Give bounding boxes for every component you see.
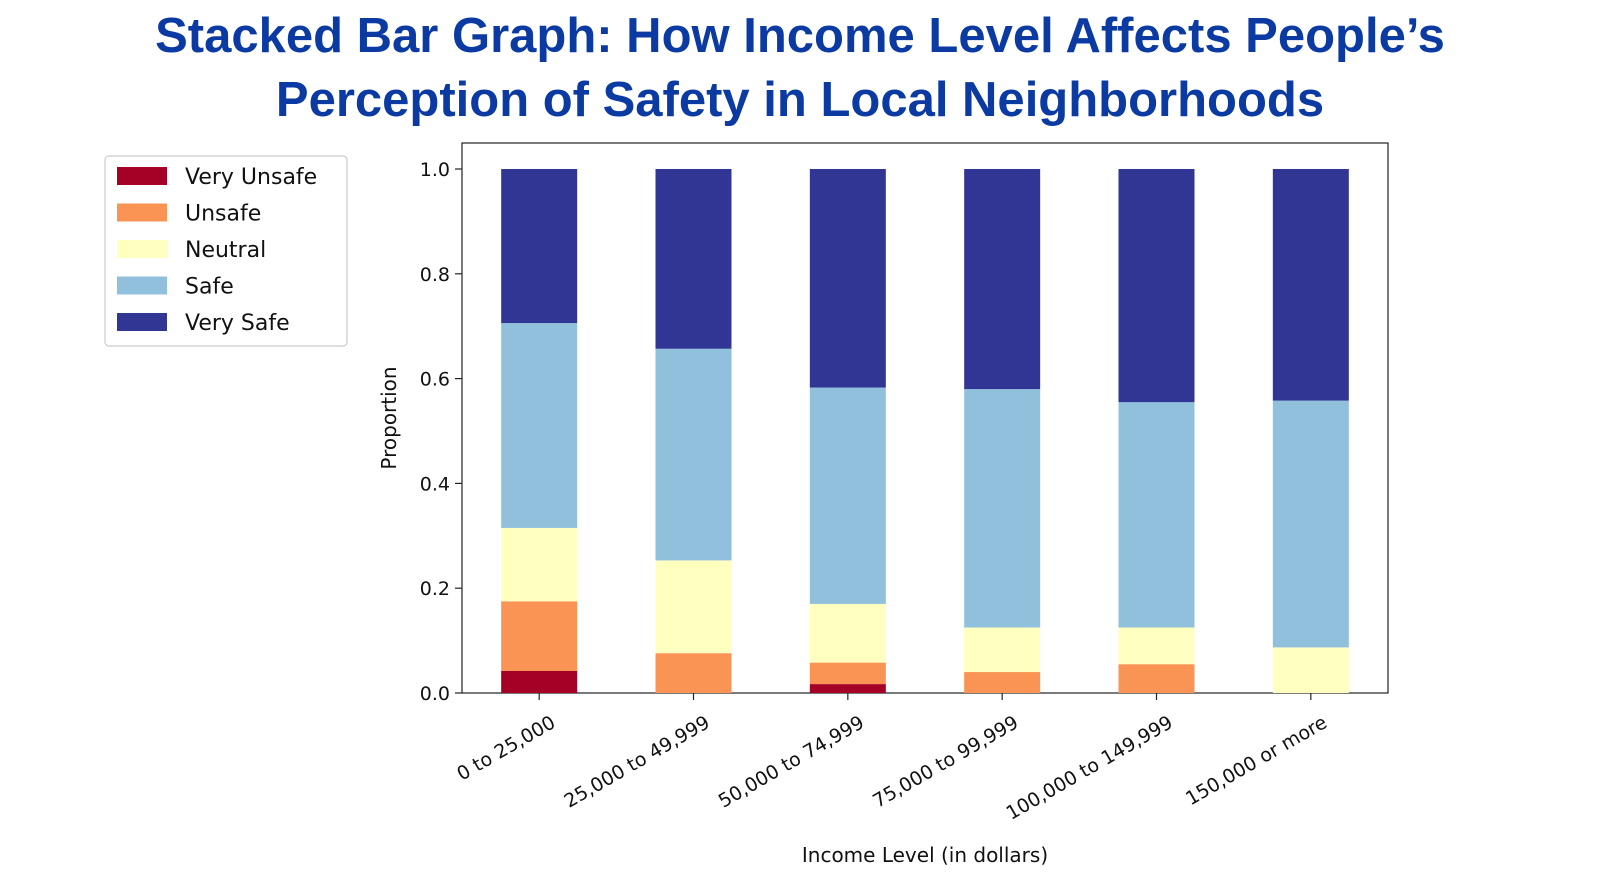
bar-safe [1118, 402, 1195, 628]
bar-unsafe [501, 601, 578, 671]
bar-unsafe [809, 662, 886, 685]
y-tick-label: 0.8 [420, 264, 450, 286]
x-tick-label: 75,000 to 99,999 [869, 711, 1022, 812]
x-tick-label: 150,000 or more [1182, 711, 1331, 810]
bar-neutral [501, 527, 578, 602]
bar-very-safe [501, 169, 578, 324]
bar-unsafe [655, 653, 732, 693]
title-line-2: Perception of Safety in Local Neighborho… [275, 73, 1325, 127]
x-axis-label: Income Level (in dollars) [802, 843, 1048, 867]
bar-neutral [964, 627, 1041, 673]
bar-unsafe [964, 672, 1041, 693]
legend-label: Very Unsafe [185, 165, 317, 190]
y-tick-label: 0.2 [420, 578, 450, 600]
bar-very-safe [655, 169, 732, 349]
bar-safe [809, 387, 886, 604]
y-tick-label: 0.4 [420, 473, 450, 495]
legend-label: Unsafe [185, 202, 261, 227]
bar-very-safe [964, 169, 1041, 390]
legend-label: Neutral [185, 238, 266, 263]
x-tick-label: 0 to 25,000 [453, 711, 559, 785]
x-tick-label: 100,000 to 149,999 [1003, 711, 1177, 824]
x-tick-label: 50,000 to 74,999 [715, 711, 868, 812]
y-axis-label: Proportion [377, 366, 401, 469]
bar-unsafe [1118, 664, 1195, 693]
plot-frame [461, 142, 1389, 694]
legend-swatch [117, 276, 167, 295]
legend-swatch [117, 313, 167, 331]
title-line-1: Stacked Bar Graph: How Income Level Affe… [155, 9, 1445, 63]
bar-very-safe [809, 169, 886, 388]
bar-safe [501, 323, 578, 528]
x-tick-label: 25,000 to 49,999 [560, 711, 713, 812]
bar-neutral [1118, 627, 1195, 665]
legend-swatch [117, 240, 167, 258]
legend-swatch [117, 203, 167, 222]
bar-very-unsafe [501, 670, 578, 693]
bar-safe [964, 389, 1041, 628]
page-title: Stacked Bar Graph: How Income Level Affe… [0, 4, 1600, 132]
y-tick-label: 1.0 [420, 159, 450, 181]
bar-very-safe [1272, 169, 1349, 401]
legend-label: Safe [185, 275, 234, 300]
legend-label: Very Safe [185, 311, 290, 336]
bar-very-unsafe [809, 684, 886, 693]
y-tick-label: 0.0 [420, 683, 450, 705]
bar-safe [1272, 400, 1349, 648]
bar-safe [655, 348, 732, 561]
bar-neutral [1272, 647, 1349, 693]
bar-neutral [655, 560, 732, 654]
bar-neutral [809, 603, 886, 663]
bar-very-safe [1118, 169, 1195, 403]
legend-swatch [117, 167, 167, 185]
y-tick-label: 0.6 [420, 369, 450, 391]
